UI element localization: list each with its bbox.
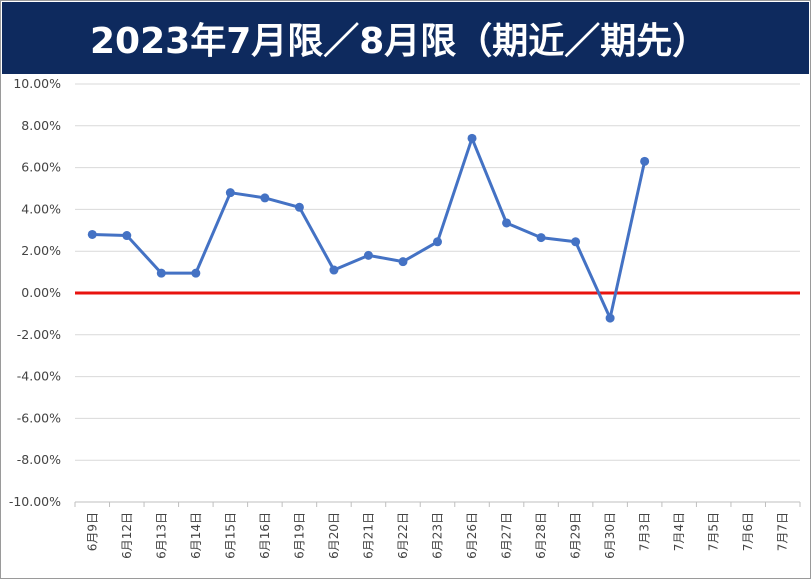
x-tick-label: 7月7日 bbox=[776, 512, 790, 551]
y-tick-label: 0.00% bbox=[21, 285, 61, 300]
data-point bbox=[398, 257, 408, 267]
title-bar: 2023年7月限／8月限（期近／期先） bbox=[2, 2, 809, 74]
data-point bbox=[467, 133, 477, 143]
x-tick-label: 7月4日 bbox=[672, 512, 686, 551]
x-tick-label: 7月6日 bbox=[741, 512, 755, 551]
x-tick-label: 6月29日 bbox=[569, 512, 583, 559]
x-tick-label: 7月5日 bbox=[707, 512, 721, 551]
x-tick-label: 6月13日 bbox=[154, 512, 168, 559]
x-tick-label: 6月9日 bbox=[85, 512, 99, 551]
data-point bbox=[122, 231, 132, 241]
y-tick-label: 8.00% bbox=[21, 118, 61, 133]
y-tick-label: -6.00% bbox=[17, 410, 61, 425]
data-point bbox=[571, 237, 581, 247]
data-point bbox=[640, 156, 650, 166]
data-point bbox=[536, 233, 546, 243]
series-line bbox=[92, 136, 647, 320]
data-point bbox=[363, 250, 373, 260]
x-tick-label: 6月19日 bbox=[292, 512, 306, 559]
data-point bbox=[191, 268, 201, 278]
x-tick-label: 6月14日 bbox=[189, 512, 203, 559]
x-tick-label: 6月28日 bbox=[534, 512, 548, 559]
x-tick-label: 6月23日 bbox=[431, 512, 445, 559]
data-point bbox=[294, 202, 304, 212]
x-tick-label: 6月21日 bbox=[361, 512, 375, 559]
x-tick-label: 6月30日 bbox=[603, 512, 617, 559]
x-tick-label: 6月15日 bbox=[223, 512, 237, 559]
data-point bbox=[329, 265, 339, 275]
data-point bbox=[605, 313, 615, 323]
x-tick-label: 6月20日 bbox=[327, 512, 341, 559]
x-tick-label: 6月22日 bbox=[396, 512, 410, 559]
x-tick-label: 6月12日 bbox=[120, 512, 134, 559]
y-tick-label: -10.00% bbox=[9, 494, 61, 509]
chart-title: 2023年7月限／8月限（期近／期先） bbox=[90, 21, 709, 62]
y-tick-label: 6.00% bbox=[21, 160, 61, 175]
data-point bbox=[502, 218, 512, 228]
y-tick-label: -2.00% bbox=[17, 327, 61, 342]
x-tick-label: 6月26日 bbox=[465, 512, 479, 559]
y-tick-label: -4.00% bbox=[17, 369, 61, 384]
data-point bbox=[260, 193, 270, 203]
y-tick-label: 10.00% bbox=[13, 76, 61, 91]
data-point bbox=[225, 188, 235, 198]
y-tick-label: 2.00% bbox=[21, 243, 61, 258]
data-point bbox=[87, 229, 97, 239]
x-tick-label: 7月3日 bbox=[638, 512, 652, 551]
x-tick-label: 6月27日 bbox=[500, 512, 514, 559]
data-point bbox=[433, 237, 442, 247]
y-tick-label: 4.00% bbox=[21, 201, 61, 216]
x-tick-label: 6月16日 bbox=[258, 512, 272, 559]
data-point bbox=[156, 268, 166, 278]
y-tick-label: -8.00% bbox=[17, 452, 61, 467]
